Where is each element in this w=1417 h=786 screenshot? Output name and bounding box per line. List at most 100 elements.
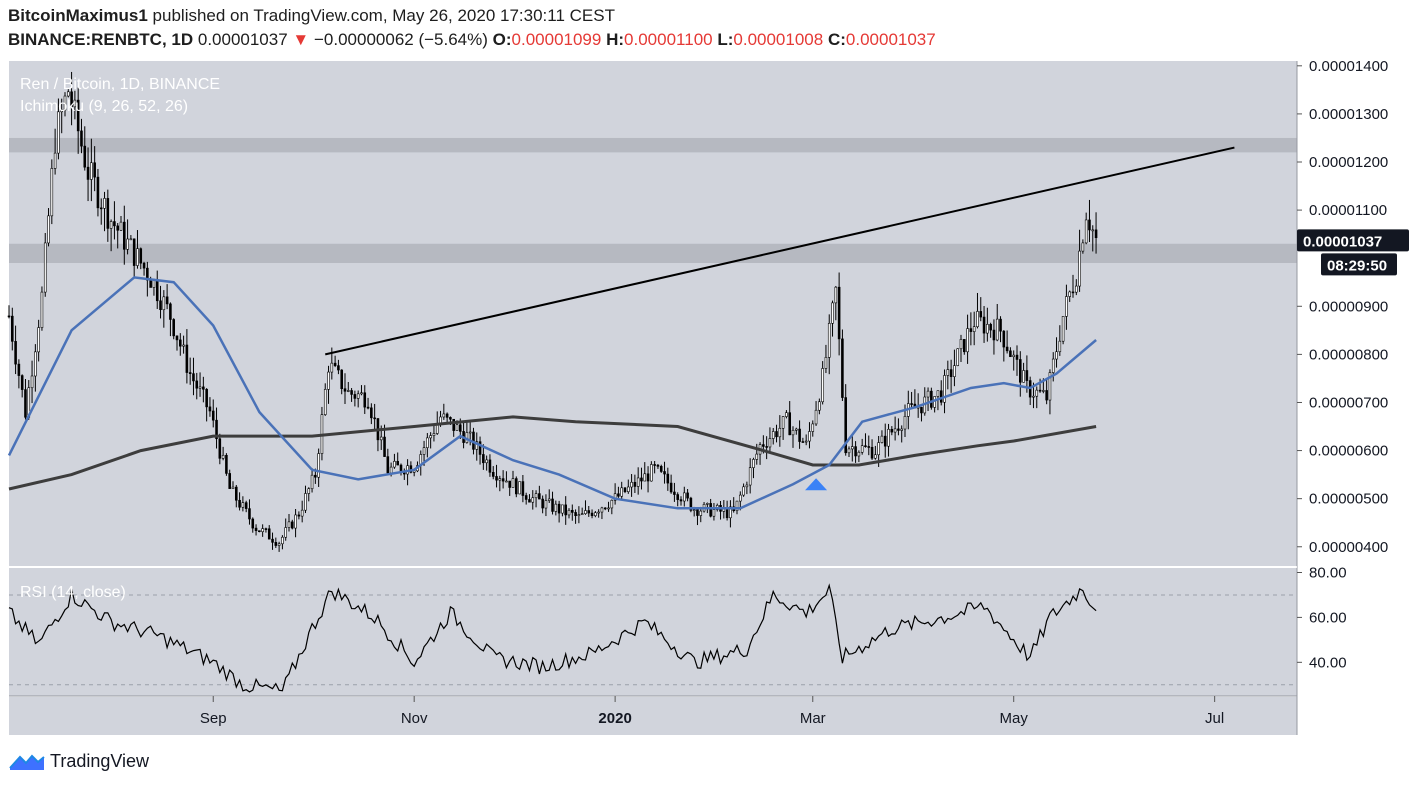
candle-body bbox=[518, 481, 521, 495]
low-label: L: bbox=[717, 30, 734, 49]
rsi-axis[interactable]: 80.00 60.00 40.00 bbox=[9, 564, 1347, 671]
candle-body bbox=[669, 482, 673, 493]
candle-body bbox=[768, 438, 772, 448]
close-value: 0.00001037 bbox=[845, 30, 936, 49]
candle-body bbox=[1084, 219, 1088, 244]
candle-body bbox=[155, 280, 159, 302]
rsi-reference-lines bbox=[9, 594, 1297, 686]
rsi-tick-label: 80.00 bbox=[1309, 564, 1347, 581]
candle-body bbox=[258, 530, 261, 533]
candle-body bbox=[113, 221, 116, 227]
candle-body bbox=[857, 451, 861, 457]
candle-body bbox=[24, 389, 27, 418]
time-tick-label: 2020 bbox=[598, 710, 631, 727]
candle-body bbox=[897, 428, 900, 431]
candle-body bbox=[323, 389, 327, 415]
candle-body bbox=[93, 162, 96, 178]
candle-body bbox=[340, 369, 343, 390]
candle-body bbox=[132, 238, 136, 266]
ascending-trendline[interactable] bbox=[325, 146, 1235, 356]
candle-body bbox=[76, 99, 80, 132]
candle-body bbox=[73, 99, 77, 108]
candle-body bbox=[699, 510, 703, 516]
candle-body bbox=[597, 511, 600, 514]
candle-body bbox=[188, 372, 192, 374]
candle-body bbox=[551, 498, 554, 512]
candle-body bbox=[40, 291, 44, 328]
candle-body bbox=[136, 248, 139, 266]
candle-body bbox=[659, 466, 663, 472]
last-price-tag-label: 0.00001037 bbox=[1303, 233, 1382, 250]
candle-body bbox=[370, 407, 373, 419]
symbol-line: BINANCE:RENBTC, 1D 0.00001037 ▼ −0.00000… bbox=[8, 30, 936, 50]
candle-body bbox=[725, 508, 729, 519]
legend-title: Ren / Bitcoin, 1D, BINANCE bbox=[20, 76, 220, 93]
candle-body bbox=[495, 476, 498, 481]
candle-body bbox=[584, 510, 587, 514]
candle-body bbox=[814, 409, 818, 425]
price-tick-label: 0.00001400 bbox=[1309, 58, 1388, 75]
candle-body bbox=[801, 441, 805, 443]
candle-body bbox=[636, 477, 640, 487]
candle-body bbox=[198, 386, 202, 389]
candle-body bbox=[103, 198, 106, 209]
candle-body bbox=[893, 428, 897, 433]
candle-body bbox=[953, 365, 956, 377]
candle-body bbox=[712, 509, 716, 517]
candle-body bbox=[175, 335, 179, 341]
candle-body bbox=[663, 471, 666, 475]
candle-body bbox=[274, 542, 278, 546]
candle-body bbox=[854, 446, 857, 457]
senkou-span-b-line bbox=[8, 415, 1097, 491]
rsi-pane-background[interactable] bbox=[9, 568, 1297, 696]
candle-body bbox=[689, 497, 693, 511]
resistance-zones bbox=[9, 137, 1297, 263]
candle-body bbox=[482, 454, 485, 464]
candle-body bbox=[538, 493, 541, 500]
candle-body bbox=[580, 513, 584, 515]
price-axis[interactable]: 0.00001400 0.00001300 0.00001200 0.00001100… bbox=[1296, 58, 1388, 735]
candle-body bbox=[1045, 390, 1048, 401]
candle-body bbox=[785, 412, 788, 417]
candle-body bbox=[755, 453, 759, 460]
candle-body bbox=[149, 279, 152, 288]
tradingview-logo[interactable]: TradingView bbox=[8, 748, 149, 774]
price-tick-label: 0.00000600 bbox=[1309, 443, 1388, 460]
candle-body bbox=[930, 390, 933, 408]
candle-body bbox=[890, 428, 894, 433]
price-tick-label: 0.00000800 bbox=[1309, 346, 1388, 363]
candle-body bbox=[356, 393, 360, 399]
author-name[interactable]: BitcoinMaximus1 bbox=[8, 6, 148, 25]
candle-body bbox=[646, 473, 650, 482]
candle-body bbox=[686, 492, 689, 499]
candle-body bbox=[798, 428, 801, 442]
high-label: H: bbox=[606, 30, 625, 49]
legend-indicator: Ichimoku (9, 26, 52, 26) bbox=[20, 98, 188, 115]
candle-body bbox=[106, 198, 110, 229]
candle-body bbox=[343, 388, 347, 392]
candle-body bbox=[159, 300, 162, 311]
candle-body bbox=[67, 91, 70, 97]
candle-body bbox=[30, 375, 34, 389]
candle-body bbox=[379, 436, 383, 441]
time-axis-background[interactable] bbox=[9, 697, 1297, 735]
candle-body bbox=[831, 302, 834, 324]
candle-body bbox=[347, 390, 350, 392]
candle-body bbox=[317, 453, 320, 478]
candle-body bbox=[383, 436, 386, 457]
candle-body bbox=[936, 390, 940, 397]
candle-body bbox=[333, 362, 337, 366]
candle-body bbox=[455, 424, 459, 431]
candle-body bbox=[557, 503, 561, 514]
candle-body bbox=[294, 514, 297, 529]
candle-body bbox=[459, 424, 462, 432]
candle-body bbox=[742, 486, 745, 496]
candle-body bbox=[254, 527, 258, 531]
candle-body bbox=[834, 286, 838, 304]
candle-body bbox=[692, 509, 696, 511]
time-axis[interactable]: Sep Nov 2020 Mar May Jul bbox=[9, 695, 1297, 727]
candle-body bbox=[284, 527, 287, 538]
candle-body bbox=[179, 339, 182, 347]
candle-body bbox=[1005, 346, 1009, 352]
